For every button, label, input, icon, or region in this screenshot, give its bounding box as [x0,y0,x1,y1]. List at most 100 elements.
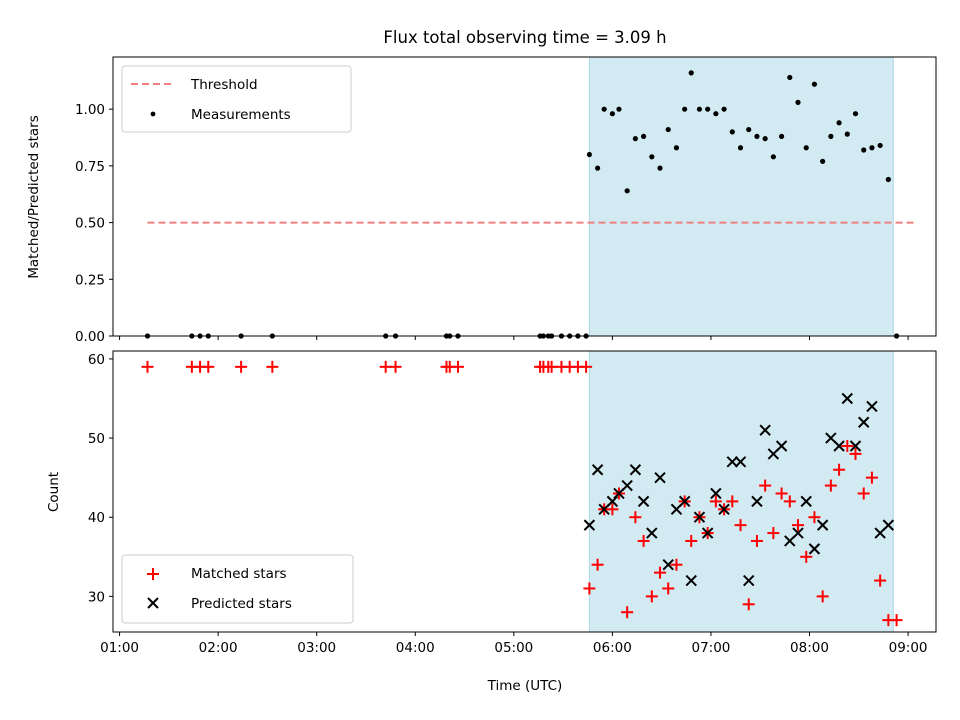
matched-star-point [783,495,796,508]
top-legend: Threshold Measurements [121,65,352,133]
measurement-point [682,106,688,112]
predicted-star-point [685,574,697,587]
x-tick-label: 02:00 [199,640,238,656]
x-tick-label: 06:00 [593,640,632,656]
matched-star-point [775,487,788,500]
matched-star-point [583,582,596,595]
predicted-star-point [743,574,755,587]
legend-measurements-swatch [150,111,156,117]
measurement-point [885,176,891,183]
measurement-point [649,154,655,160]
measurement-point [595,165,601,171]
measurement-point [754,133,760,139]
measurement-point [688,70,694,76]
measurement-point [721,106,727,112]
predicted-star-point [678,495,691,508]
legend-predicted-swatch [147,597,159,609]
matched-star-point [266,360,279,373]
predicted-star-point [833,440,845,452]
predicted-star-point [866,400,878,413]
measurement-point [696,106,703,112]
bot-y-tick-label: 40 [88,510,105,526]
predicted-star-point [800,495,812,508]
matched-star-point [709,495,722,508]
predicted-star-point [646,527,658,539]
measurement-point [762,136,768,142]
x-tick-label: 04:00 [396,640,435,656]
predicted-star-point [583,519,596,531]
matched-star-point [767,527,780,540]
predicted-star-point [701,527,714,539]
matched-star-point [645,590,658,603]
top-y-tick-label: 0.50 [75,216,105,232]
measurement-point [795,99,801,105]
x-tick-label: 05:00 [494,640,533,656]
predicted-star-point [849,440,862,452]
predicted-star-point [816,519,829,531]
top-y-tick-label: 0.25 [75,272,105,288]
bottom-panel: 01:00 02:00 03:00 04:00 05:00 06:00 07:00 08:00… [46,350,937,694]
measurement-point [770,154,776,160]
top-y-tick-label: 1.00 [75,102,105,118]
legend-matched-swatch [147,568,159,580]
legend-predicted-label: Predicted stars [191,596,292,612]
predicted-star-point [751,495,763,508]
bottom-legend: Matched stars Predicted stars [121,554,354,624]
matched-star-point [637,534,650,547]
measurement-point [586,151,592,158]
matched-star-point [857,487,870,500]
measurement-point [861,147,867,153]
top-y-tick-label: 0.00 [75,329,105,345]
top-y-tick-label: 0.75 [75,159,105,175]
matched-star-point [606,503,619,516]
predicted-star-point [858,416,870,428]
measurement-point [877,142,883,149]
top-legend-box [121,65,352,133]
measurement-point [729,129,735,135]
matched-star-point [849,447,862,460]
matched-star-point [654,566,667,579]
measurement-point [844,131,850,137]
legend-threshold-label: Threshold [190,77,258,93]
matched-star-point [591,558,604,571]
matched-star-point [141,360,154,373]
measurement-point [803,145,809,151]
matched-star-point [808,511,821,524]
measurement-point [852,111,859,117]
legend-matched-label: Matched stars [191,566,287,582]
matched-star-point [202,360,215,373]
predicted-star-point [629,464,642,476]
x-tick-label: 07:00 [691,640,730,656]
measurement-point [640,133,647,139]
legend-measurements-label: Measurements [191,107,291,123]
predicted-star-point [726,456,739,468]
predicted-star-point [775,440,788,452]
measurement-point [665,126,671,133]
predicted-star-point [734,456,747,468]
matched-star-point [865,471,878,484]
bot-y-tick-label: 30 [88,589,105,605]
x-tick-label: 08:00 [790,640,829,656]
measurement-point [869,145,875,151]
predicted-star-point [591,464,604,476]
x-axis-label: Time (UTC) [487,678,563,694]
bottom-legend-box [121,554,354,624]
x-tick-label: 01:00 [100,640,139,656]
bot-y-tick-label: 60 [88,352,105,368]
predicted-star-point [808,543,821,555]
measurement-point [713,111,719,117]
top-y-axis-label: Matched/Predicted stars [26,115,42,278]
matched-star-point [824,479,837,492]
matched-star-point [621,606,634,619]
measurement-point [657,165,663,171]
measurement-point [820,158,826,164]
matched-star-point [726,495,739,508]
measurement-point [778,133,785,139]
matched-star-point [580,360,593,373]
matched-star-point [662,582,675,595]
top-panel: 0.00 0.25 0.50 0.75 1.00 Matched/Predicted s… [26,56,937,345]
x-tick-label: 03:00 [297,640,336,656]
matched-star-point [451,360,464,373]
bot-y-tick-label: 50 [88,431,105,447]
